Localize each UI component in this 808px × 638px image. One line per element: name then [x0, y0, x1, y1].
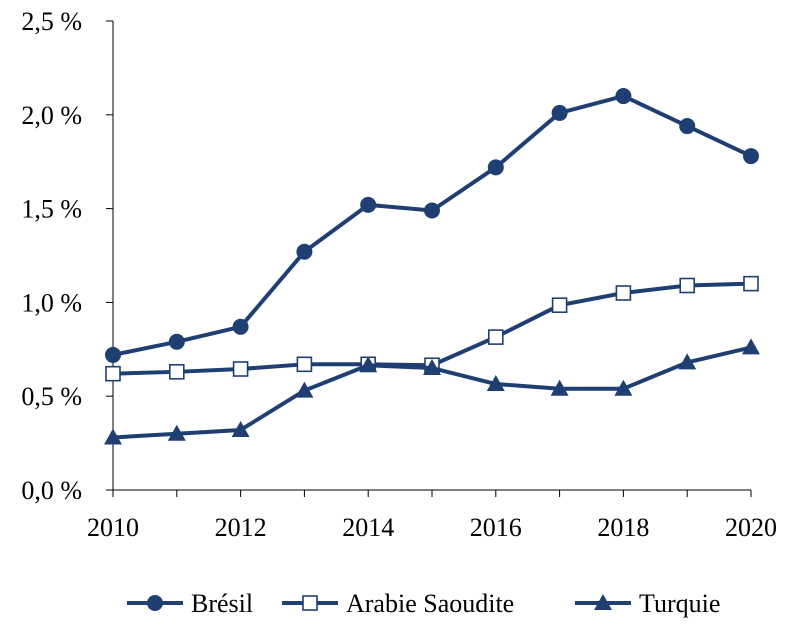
legend-label: Brésil: [191, 589, 253, 618]
data-point: [743, 275, 759, 292]
data-point: [743, 148, 759, 165]
data-point: [423, 359, 441, 376]
legend-marker: [302, 595, 318, 611]
data-point: [296, 356, 313, 373]
data-point: [105, 365, 121, 382]
data-point: [169, 364, 185, 380]
data-point: [360, 196, 377, 213]
series-turquie: [104, 338, 760, 445]
series-brésil: [105, 88, 759, 363]
data-point: [487, 329, 504, 345]
data-point: [105, 346, 121, 363]
data-point: [742, 338, 760, 355]
data-point: [615, 285, 632, 301]
data-point: [168, 333, 185, 350]
legend-marker: [594, 594, 612, 610]
data-point: [678, 353, 697, 370]
data-point: [231, 420, 250, 437]
legend-item: Turquie: [575, 589, 720, 618]
y-tick-label: 2,5 %: [21, 7, 82, 36]
data-point: [679, 277, 696, 294]
series-group: [104, 88, 760, 445]
x-tick-label: 2012: [215, 513, 267, 542]
data-point: [167, 424, 186, 441]
y-tick-label: 1,0 %: [21, 288, 82, 317]
data-point: [232, 361, 249, 377]
data-point: [614, 379, 633, 396]
data-point: [679, 118, 696, 135]
data-point: [296, 243, 313, 260]
data-point: [551, 104, 568, 121]
legend-item: Arabie Saoudite: [282, 589, 514, 618]
data-point: [487, 159, 504, 176]
series-line: [112, 94, 752, 357]
legend-item: Brésil: [127, 589, 253, 618]
x-tick-label: 2014: [342, 513, 394, 542]
data-point: [550, 379, 569, 396]
legend: Brésil Arabie Saoudite Turquie: [127, 589, 720, 618]
legend-marker: [147, 595, 163, 611]
data-point: [615, 88, 632, 105]
x-tick-label: 2020: [725, 513, 777, 542]
data-point: [486, 375, 505, 392]
y-tick-label: 2,0 %: [21, 101, 82, 130]
legend-label: Arabie Saoudite: [346, 589, 514, 618]
data-point: [232, 318, 249, 335]
x-tick-label: 2016: [470, 513, 522, 542]
y-tick-label: 0,5 %: [21, 382, 82, 411]
y-tick-label: 0,0 %: [21, 476, 82, 505]
legend-label: Turquie: [639, 589, 720, 618]
y-tick-label: 1,5 %: [21, 195, 82, 224]
data-point: [359, 356, 378, 373]
data-point: [424, 202, 440, 219]
data-point: [295, 381, 314, 398]
axes: 0,0 % 0,5 % 1,0 % 1,5 % 2,0 % 2,5 % 2010 2012 20…: [21, 7, 777, 542]
x-tick-label: 2018: [597, 513, 649, 542]
data-point: [551, 297, 568, 314]
x-tick-label: 2010: [87, 513, 139, 542]
data-point: [104, 428, 122, 445]
